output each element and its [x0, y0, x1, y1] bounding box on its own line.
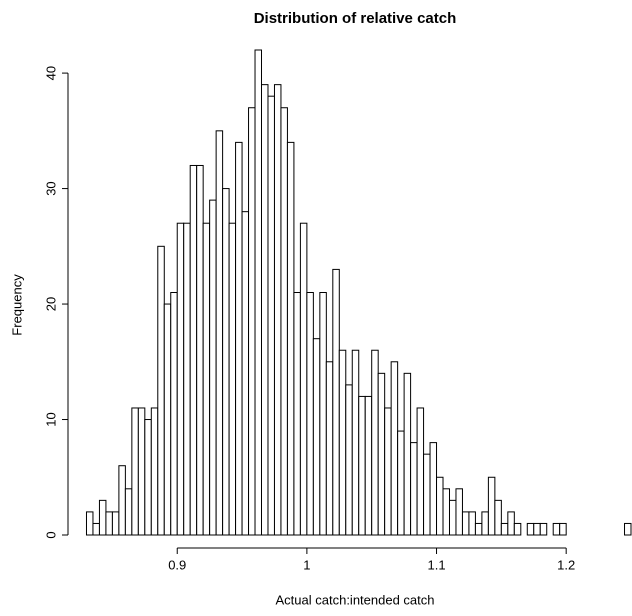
bar	[533, 522, 541, 536]
bar	[397, 430, 405, 536]
bar	[209, 199, 217, 536]
bar	[196, 164, 204, 536]
bar	[163, 303, 172, 536]
bar	[144, 419, 152, 536]
bar	[105, 511, 113, 536]
bar	[448, 499, 457, 536]
bar	[170, 292, 178, 536]
bar	[436, 476, 444, 536]
chart-title: Distribution of relative catch	[254, 10, 457, 27]
bar	[241, 211, 250, 536]
bar	[423, 453, 431, 536]
bar	[481, 511, 489, 536]
bar	[384, 407, 392, 536]
bar	[273, 84, 282, 536]
bar	[202, 222, 211, 536]
bar	[235, 141, 243, 536]
bar	[377, 372, 386, 536]
bar	[364, 395, 373, 536]
bar	[98, 499, 107, 536]
bar	[474, 522, 483, 536]
bar	[338, 349, 347, 536]
bar	[92, 522, 100, 536]
x-tick-label: 0.9	[168, 557, 186, 572]
bar	[513, 522, 522, 536]
bar	[131, 407, 139, 536]
bar	[332, 268, 340, 536]
bar	[312, 338, 321, 536]
x-tick-label: 1.1	[427, 557, 445, 572]
bar	[351, 349, 360, 536]
bar	[222, 188, 230, 536]
bar	[461, 511, 470, 536]
bar	[111, 511, 120, 536]
bar	[468, 511, 476, 536]
bar	[286, 141, 295, 536]
y-tick-label: 40	[43, 66, 58, 80]
y-tick-label: 10	[43, 412, 58, 426]
bar	[293, 292, 301, 536]
bar	[299, 222, 308, 536]
bar	[442, 488, 450, 536]
bar	[215, 130, 224, 536]
bar	[487, 476, 496, 536]
bar	[176, 222, 185, 536]
bar	[248, 107, 256, 536]
x-axis-label: Actual catch:intended catch	[276, 592, 435, 607]
bar	[280, 107, 288, 536]
bar	[429, 442, 438, 536]
bar	[137, 407, 146, 536]
bar	[500, 522, 509, 536]
bar	[345, 384, 353, 536]
bar	[494, 499, 502, 536]
bar	[254, 49, 263, 536]
bar	[455, 488, 463, 536]
bar	[526, 522, 535, 536]
y-axis-label: Frequency	[9, 274, 24, 336]
bar	[624, 522, 632, 536]
bar	[267, 95, 275, 536]
x-tick-label: 1.2	[557, 557, 575, 572]
bar	[319, 292, 327, 536]
bar	[183, 222, 191, 536]
y-tick-label: 0	[43, 531, 58, 538]
bar	[261, 84, 269, 536]
bar	[403, 372, 412, 536]
x-tick-label: 1	[303, 557, 310, 572]
bar	[552, 522, 561, 536]
bar	[189, 164, 198, 536]
bar	[410, 442, 418, 536]
bar	[118, 465, 126, 536]
bar	[416, 407, 425, 536]
bar	[306, 292, 314, 536]
y-tick-label: 30	[43, 181, 58, 195]
bar	[358, 395, 366, 536]
bar	[371, 349, 379, 536]
bar	[124, 488, 133, 536]
bar	[325, 361, 334, 536]
bar	[507, 511, 515, 536]
bar	[150, 407, 159, 536]
bar	[85, 511, 94, 536]
bar	[157, 245, 165, 536]
bar	[390, 361, 399, 536]
bar	[228, 222, 237, 536]
bar	[559, 522, 567, 536]
y-tick-label: 20	[43, 297, 58, 311]
bar	[539, 522, 548, 536]
